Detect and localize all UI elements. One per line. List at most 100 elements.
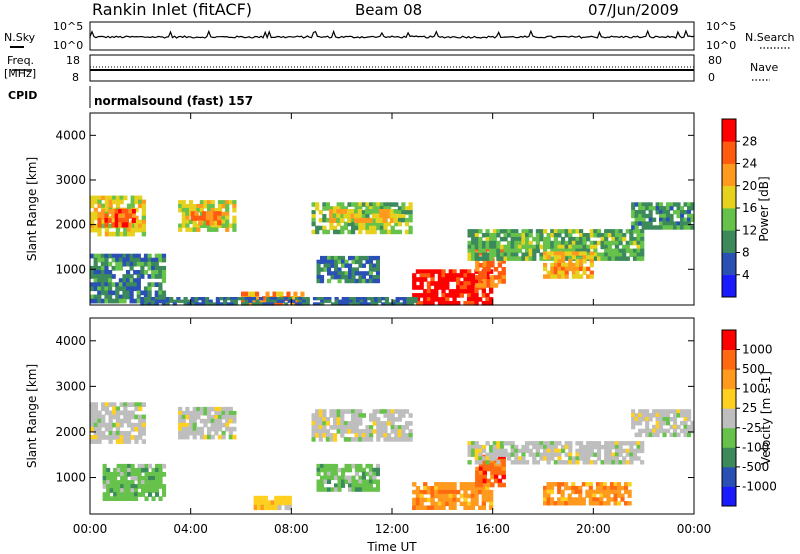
- power-cell: [604, 248, 609, 254]
- vel-cell: [325, 417, 330, 422]
- power-cell: [622, 248, 627, 254]
- power-cell: [115, 298, 120, 304]
- vel-cell: [543, 489, 548, 495]
- power-cell: [97, 199, 102, 205]
- vel-cell: [482, 458, 487, 464]
- vel-cell: [119, 435, 124, 440]
- power-cell: [330, 255, 335, 261]
- vel-cell: [348, 479, 353, 484]
- power-cell: [244, 302, 249, 306]
- power-cell: [140, 290, 145, 296]
- vel-cell: [673, 417, 678, 422]
- vel-cell: [631, 413, 636, 418]
- power-cell: [546, 270, 551, 275]
- power-cell: [343, 213, 348, 219]
- vel-cell: [108, 422, 113, 428]
- power-cell: [535, 248, 540, 254]
- power-cell: [482, 279, 487, 284]
- power-cell: [93, 265, 98, 271]
- power-cell: [470, 289, 475, 294]
- vel-cell: [390, 421, 395, 426]
- power-cell: [138, 199, 143, 205]
- power-cell: [586, 248, 591, 254]
- vel-cell: [90, 418, 95, 424]
- vel-cell: [348, 475, 353, 481]
- power-cell: [629, 233, 634, 238]
- vel-cell: [434, 493, 439, 499]
- power-cell: [140, 257, 145, 263]
- vel-cell: [120, 492, 125, 497]
- vel-cell: [358, 475, 363, 481]
- vel-cell: [354, 463, 359, 469]
- vel-cell: [560, 501, 565, 506]
- power-cell: [375, 259, 380, 265]
- power-cell: [115, 290, 120, 296]
- power-cell: [379, 206, 384, 211]
- vel-cell: [141, 467, 146, 473]
- vel-cell: [134, 467, 139, 473]
- power-cell: [492, 229, 497, 234]
- vel-cell: [645, 420, 650, 426]
- vel-cell: [134, 426, 139, 432]
- power-cell: [430, 293, 435, 298]
- vel-cell: [263, 504, 268, 511]
- power-cell: [490, 259, 495, 264]
- power-cell: [607, 252, 612, 257]
- power-cell: [596, 240, 602, 246]
- power-cell: [344, 275, 349, 280]
- power-cell: [467, 229, 472, 234]
- vel-cell: [315, 429, 320, 434]
- vel-cell: [620, 485, 625, 491]
- vel-cell: [358, 417, 363, 422]
- power-cell: [561, 244, 566, 250]
- vel-cell: [434, 501, 439, 507]
- vel-cell: [493, 478, 499, 484]
- power-cell: [492, 252, 497, 257]
- power-cell: [118, 213, 123, 219]
- vel-cell: [627, 501, 632, 506]
- power-cell: [128, 222, 133, 228]
- power-cell: [90, 286, 95, 292]
- vel-cell: [115, 435, 121, 440]
- power-cell: [104, 298, 109, 304]
- vel-cell: [535, 441, 540, 446]
- power-cell: [379, 213, 384, 219]
- vel-cell: [185, 414, 190, 420]
- power-cell: [618, 233, 623, 238]
- cpid-text: normalsound (fast) 157: [94, 94, 253, 108]
- vel-cell: [394, 433, 399, 438]
- vel-cell: [557, 497, 562, 502]
- power-cell: [330, 263, 335, 268]
- power-cell: [374, 302, 379, 306]
- vel-cell: [108, 402, 113, 407]
- power-cell: [104, 261, 109, 267]
- power-cell: [115, 257, 120, 263]
- power-cell: [499, 244, 505, 250]
- vel-cell: [673, 413, 678, 418]
- vel-cell: [614, 448, 620, 454]
- power-cell: [217, 223, 223, 228]
- vel-cell: [383, 409, 388, 414]
- vel-cell: [127, 463, 132, 469]
- power-cell: [141, 227, 146, 233]
- vel-cell: [358, 463, 363, 469]
- vel-cell: [445, 493, 450, 499]
- power-cell: [118, 294, 123, 300]
- power-cell: [622, 256, 627, 261]
- vel-cell: [655, 432, 660, 438]
- power-cell: [397, 206, 402, 211]
- vel-cell: [217, 434, 223, 440]
- power-cell: [129, 253, 134, 259]
- power-cell: [143, 302, 149, 306]
- power-cell: [622, 244, 627, 250]
- vel-cell: [358, 487, 363, 492]
- power-cell: [535, 236, 540, 242]
- power-cell: [614, 248, 620, 254]
- power-cell: [327, 263, 332, 268]
- power-cell: [543, 244, 548, 250]
- vel-cell: [434, 482, 439, 487]
- power-cell: [232, 223, 237, 228]
- vel-cell: [627, 493, 632, 498]
- vel-cell: [474, 501, 479, 507]
- power-cell: [90, 270, 95, 275]
